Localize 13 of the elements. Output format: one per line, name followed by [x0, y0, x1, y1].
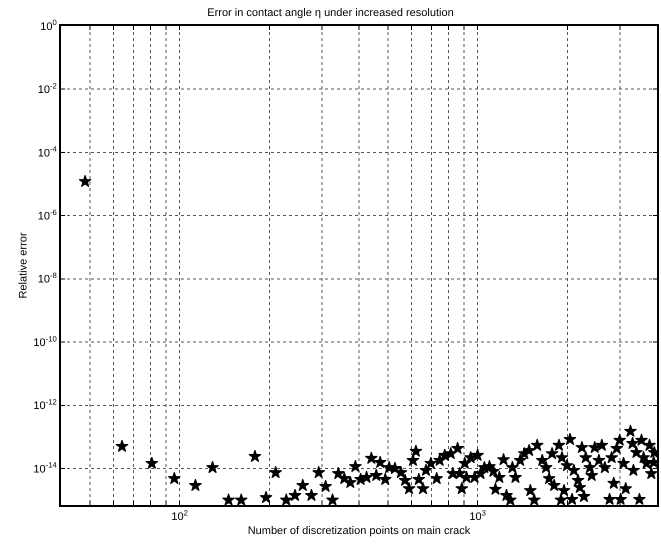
x-axis-title: Number of discretization points on main crack [248, 524, 471, 537]
y-tick-label: 10$^{-10}$ [33, 334, 57, 349]
x-tick-label: 10$^{3}$ [469, 508, 486, 524]
y-tick-label: 10$^{-12}$ [33, 398, 57, 412]
y-tick-label: 10$^{-6}$ [38, 208, 57, 222]
y-tick-label: 10$^{-8}$ [38, 271, 57, 286]
y-tick-label: 10$^{-4}$ [38, 144, 58, 160]
chart-title: Error in contact angle η under increased resolution [207, 6, 454, 19]
x-tick-label: 10$^{2}$ [171, 508, 188, 524]
y-axis-title: Relative error [18, 232, 30, 299]
y-tick-label: 10$^{0}$ [40, 18, 57, 33]
y-tick-label: 10$^{-2}$ [38, 81, 57, 96]
y-tick-label: 10$^{-14}$ [33, 460, 58, 476]
